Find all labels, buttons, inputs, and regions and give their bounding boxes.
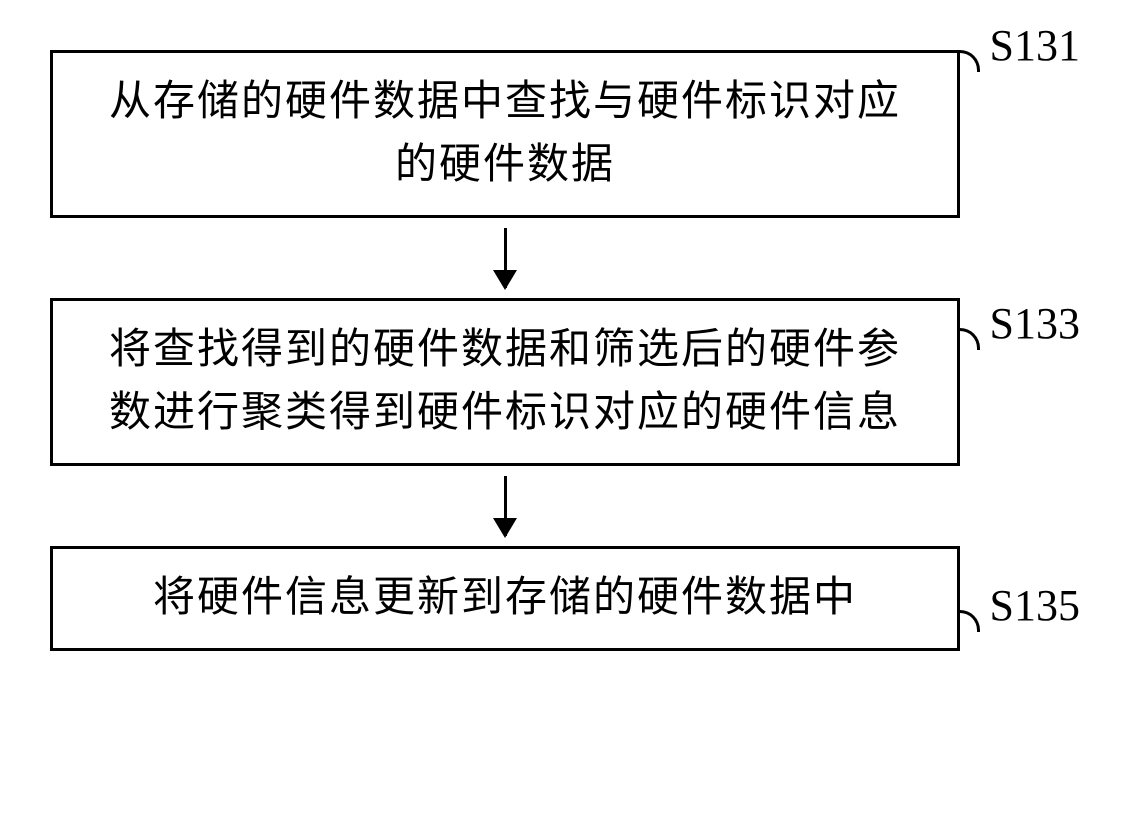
- step-label-s131: S131: [990, 20, 1080, 71]
- step-text-line2: 数进行聚类得到硬件标识对应的硬件信息: [109, 390, 901, 436]
- step-text-s135: 将硬件信息更新到存储的硬件数据中: [73, 567, 937, 630]
- step-box-s135: 将硬件信息更新到存储的硬件数据中: [50, 546, 960, 651]
- step-text-single: 将硬件信息更新到存储的硬件数据中: [153, 575, 857, 621]
- flowchart-container: S131 从存储的硬件数据中查找与硬件标识对应 的硬件数据 S133 将查找得到…: [40, 20, 1110, 651]
- arrow-line-2: [504, 476, 507, 536]
- arrow-head-2: [493, 518, 517, 538]
- step-text-line2: 的硬件数据: [395, 142, 615, 188]
- arrow-1: [50, 218, 960, 298]
- arrow-head-1: [493, 270, 517, 290]
- arrow-line-1: [504, 228, 507, 288]
- step-box-s133: 将查找得到的硬件数据和筛选后的硬件参 数进行聚类得到硬件标识对应的硬件信息: [50, 298, 960, 466]
- step-label-s133: S133: [990, 298, 1080, 349]
- step-text-line1: 从存储的硬件数据中查找与硬件标识对应: [109, 79, 901, 125]
- step-text-s131: 从存储的硬件数据中查找与硬件标识对应 的硬件数据: [73, 71, 937, 197]
- step-label-s135: S135: [990, 580, 1080, 631]
- step-text-s133: 将查找得到的硬件数据和筛选后的硬件参 数进行聚类得到硬件标识对应的硬件信息: [73, 319, 937, 445]
- step-box-s131: 从存储的硬件数据中查找与硬件标识对应 的硬件数据: [50, 50, 960, 218]
- step-text-line1: 将查找得到的硬件数据和筛选后的硬件参: [109, 327, 901, 373]
- arrow-2: [50, 466, 960, 546]
